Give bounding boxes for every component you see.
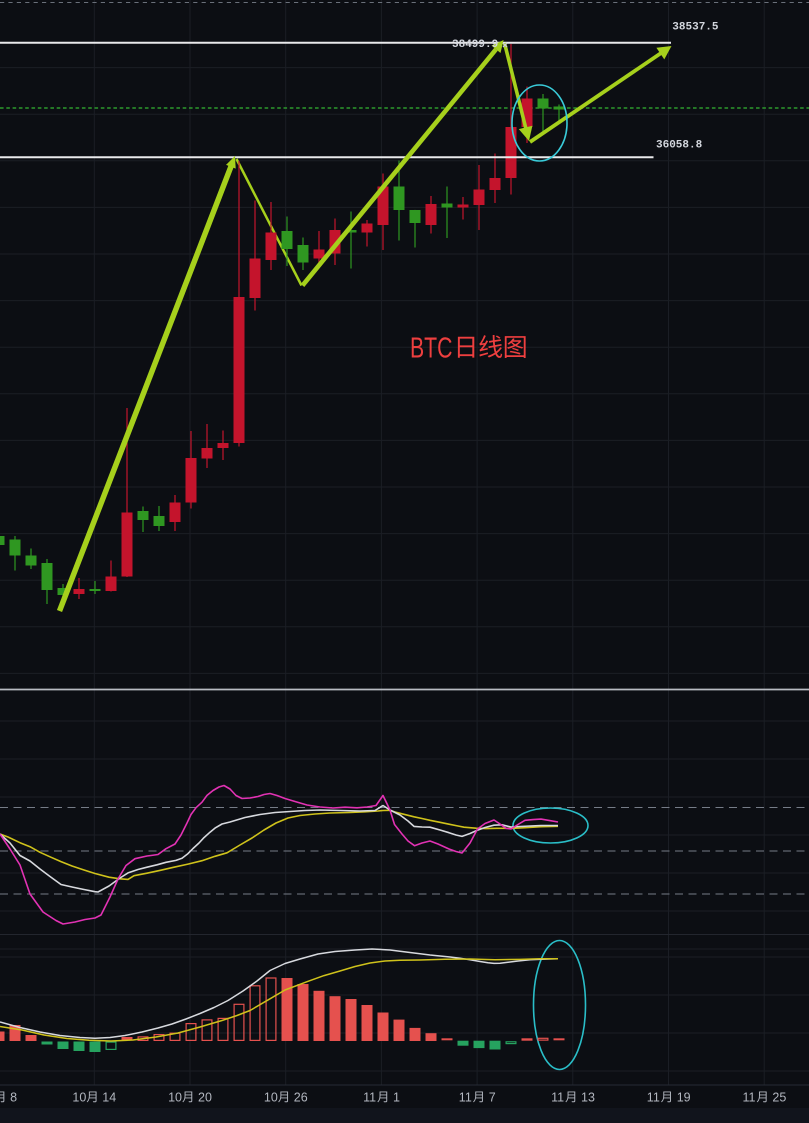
svg-text:8: 8 bbox=[10, 1090, 17, 1104]
svg-text:38537.5: 38537.5 bbox=[672, 22, 719, 34]
svg-text:20: 20 bbox=[198, 1090, 212, 1104]
svg-text:11: 11 bbox=[363, 1090, 376, 1104]
svg-text:11: 11 bbox=[743, 1090, 756, 1104]
svg-text:10: 10 bbox=[168, 1090, 182, 1104]
svg-text:10: 10 bbox=[264, 1090, 278, 1104]
svg-text:11: 11 bbox=[551, 1090, 564, 1104]
svg-text:36058.8: 36058.8 bbox=[656, 140, 703, 152]
svg-text:BTC: BTC bbox=[410, 333, 453, 365]
svg-text:11: 11 bbox=[647, 1090, 660, 1104]
svg-text:10: 10 bbox=[72, 1090, 86, 1104]
svg-text:1: 1 bbox=[393, 1090, 400, 1104]
svg-text:25: 25 bbox=[772, 1090, 786, 1104]
svg-text:14: 14 bbox=[102, 1090, 116, 1104]
svg-text:13: 13 bbox=[581, 1090, 595, 1104]
svg-text:38499.9: 38499.9 bbox=[452, 39, 498, 51]
svg-text:26: 26 bbox=[294, 1090, 308, 1104]
svg-text:7: 7 bbox=[489, 1090, 496, 1104]
svg-text:19: 19 bbox=[677, 1090, 691, 1104]
svg-text:11: 11 bbox=[459, 1090, 472, 1104]
